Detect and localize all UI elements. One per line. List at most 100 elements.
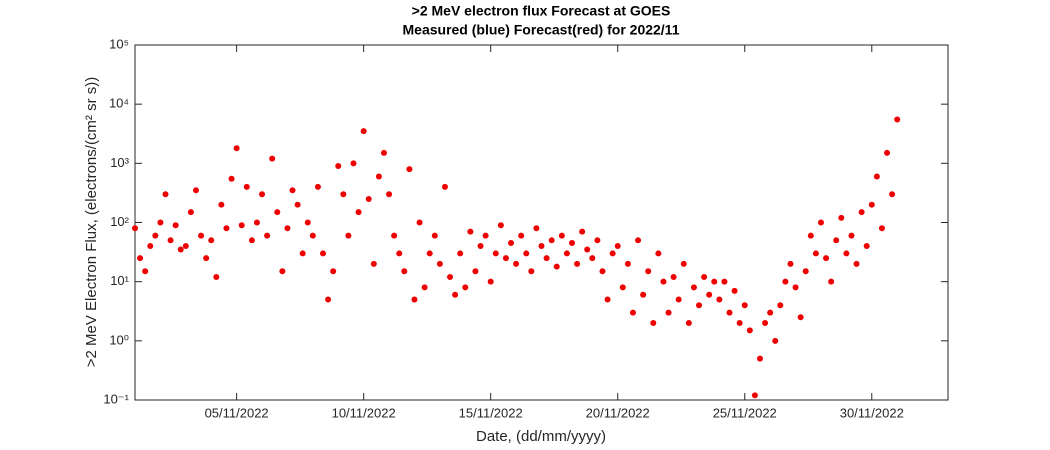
point — [380, 149, 387, 156]
point — [629, 309, 636, 316]
point — [467, 228, 474, 235]
point — [767, 309, 774, 316]
point — [873, 173, 880, 180]
point — [655, 250, 662, 257]
point — [431, 232, 438, 239]
y-tick-label: 10⁰ — [109, 332, 129, 347]
y-axis-label: >2 MeV Electron Flux, (electrons/(cm² sr… — [83, 77, 100, 367]
point — [289, 187, 296, 194]
point — [233, 145, 240, 152]
point — [843, 250, 850, 257]
point — [802, 268, 809, 275]
point — [772, 337, 779, 344]
point — [421, 284, 428, 291]
point — [365, 195, 372, 202]
point — [650, 320, 657, 327]
y-tick-label: 10⁴ — [109, 96, 129, 111]
point — [192, 187, 199, 194]
point — [497, 222, 504, 229]
point — [741, 302, 748, 309]
point — [853, 260, 860, 267]
point — [884, 149, 891, 156]
point — [797, 314, 804, 321]
point — [619, 284, 626, 291]
chart-title: >2 MeV electron flux Forecast at GOES — [412, 3, 671, 19]
point — [711, 278, 718, 285]
point — [340, 191, 347, 198]
point — [858, 209, 865, 216]
point — [523, 250, 530, 257]
point — [330, 268, 337, 275]
point — [548, 237, 555, 244]
point — [259, 191, 266, 198]
y-tick-label: 10¹ — [110, 273, 129, 288]
point — [528, 268, 535, 275]
point — [325, 296, 332, 303]
point — [213, 273, 220, 280]
point — [320, 250, 327, 257]
point — [645, 268, 652, 275]
point — [167, 237, 174, 244]
point — [792, 284, 799, 291]
point — [670, 273, 677, 280]
point — [187, 209, 194, 216]
point — [208, 237, 215, 244]
point — [878, 225, 885, 232]
point — [690, 284, 697, 291]
y-tick-label: 10⁻¹ — [103, 391, 129, 406]
point — [132, 225, 138, 232]
point — [452, 291, 459, 298]
point — [624, 260, 631, 267]
point — [716, 296, 723, 303]
point — [680, 260, 687, 267]
point — [777, 302, 784, 309]
point — [502, 255, 509, 262]
y-tick-label: 10² — [110, 214, 129, 229]
x-tick-label: 10/11/2022 — [332, 405, 396, 420]
point — [396, 250, 403, 257]
x-tick-label: 25/11/2022 — [713, 405, 777, 420]
point — [462, 284, 469, 291]
point — [147, 243, 154, 250]
point — [335, 163, 342, 170]
point — [609, 250, 616, 257]
point — [152, 232, 159, 239]
point — [269, 155, 276, 162]
point — [807, 232, 814, 239]
point — [721, 278, 728, 285]
chart-subtitle: Measured (blue) Forecast(red) for 2022/1… — [403, 22, 680, 38]
point — [304, 219, 311, 226]
point — [355, 209, 362, 216]
point — [253, 219, 260, 226]
point — [492, 250, 499, 257]
point — [472, 268, 479, 275]
point — [838, 214, 845, 221]
point — [309, 232, 316, 239]
point — [487, 278, 494, 285]
point — [294, 201, 301, 208]
point — [594, 237, 601, 244]
point — [314, 183, 321, 190]
point — [833, 237, 840, 244]
point — [665, 309, 672, 316]
point — [762, 320, 769, 327]
point — [350, 160, 357, 167]
point — [162, 191, 169, 198]
point — [223, 225, 230, 232]
point — [894, 116, 901, 123]
point — [137, 255, 144, 262]
point — [614, 243, 621, 250]
point — [508, 240, 515, 247]
point — [787, 260, 794, 267]
point — [345, 232, 352, 239]
point — [736, 320, 743, 327]
point — [538, 243, 545, 250]
point — [543, 255, 550, 262]
point — [640, 291, 647, 298]
point — [731, 287, 738, 294]
point — [177, 246, 184, 253]
point — [675, 296, 682, 303]
point — [817, 219, 824, 226]
